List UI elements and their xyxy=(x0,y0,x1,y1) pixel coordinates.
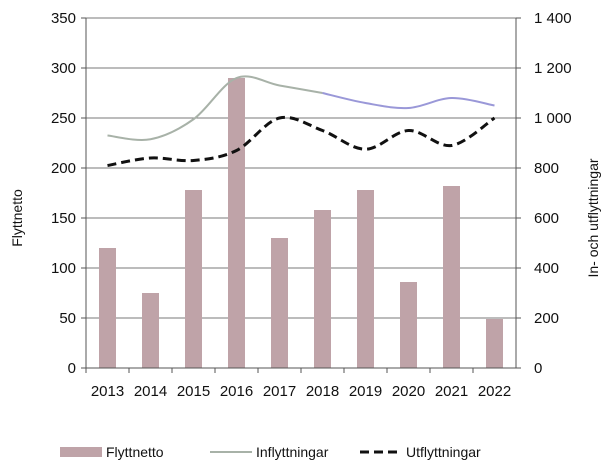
bar xyxy=(271,238,288,368)
y-tick-label: 50 xyxy=(59,310,76,327)
left-axis-ticks: 0 50 100 150 200 250 300 350 xyxy=(51,10,76,377)
bar-series-flyttnetto xyxy=(99,78,503,368)
x-tick-label: 2014 xyxy=(134,383,167,400)
gridlines xyxy=(86,17,516,319)
bar xyxy=(99,248,116,368)
bar xyxy=(400,282,417,368)
y-tick-label: 300 xyxy=(51,60,76,77)
line-utflyttningar xyxy=(107,115,496,167)
bar xyxy=(357,190,374,368)
x-axis-ticks: 2013 2014 2015 2016 2017 2018 2019 2020 2021 2022 xyxy=(91,383,511,400)
y2-tick-label: 800 xyxy=(534,160,559,177)
y-tick-label: 0 xyxy=(68,360,76,377)
x-tick-label: 2021 xyxy=(435,383,468,400)
y2-tick-label: 600 xyxy=(534,210,559,227)
legend-label-utflyttningar: Utflyttningar xyxy=(406,444,481,460)
y2-tick-label: 1 200 xyxy=(534,60,572,77)
axes xyxy=(81,17,521,373)
x-tick-label: 2017 xyxy=(263,383,296,400)
y-tick-label: 200 xyxy=(51,160,76,177)
y-axis-title: Flyttnetto xyxy=(9,189,25,247)
legend-label-inflyttningar: Inflyttningar xyxy=(256,444,329,460)
y2-axis-title: In- och utflyttningar xyxy=(585,158,601,277)
legend-swatch-flyttnetto xyxy=(60,447,102,457)
bar xyxy=(486,319,503,368)
bar xyxy=(142,293,159,368)
x-tick-label: 2015 xyxy=(177,383,210,400)
y-tick-label: 100 xyxy=(51,260,76,277)
y2-tick-label: 0 xyxy=(534,360,542,377)
y2-tick-label: 200 xyxy=(534,310,559,327)
bar xyxy=(314,210,331,368)
x-tick-label: 2018 xyxy=(306,383,339,400)
line-inflyttningar-segment xyxy=(322,92,495,110)
right-axis-ticks: 0 200 400 600 800 1 000 1 200 1 400 xyxy=(534,10,572,377)
line-series xyxy=(107,75,496,167)
x-tick-label: 2019 xyxy=(349,383,382,400)
y-tick-label: 150 xyxy=(51,210,76,227)
bar xyxy=(228,78,245,368)
x-tick-label: 2022 xyxy=(478,383,511,400)
x-tick-label: 2020 xyxy=(392,383,425,400)
x-tick-label: 2016 xyxy=(220,383,253,400)
y2-tick-label: 1 000 xyxy=(534,110,572,127)
bar xyxy=(185,190,202,368)
x-tick-label: 2013 xyxy=(91,383,124,400)
y2-tick-label: 400 xyxy=(534,260,559,277)
line-inflyttningar xyxy=(107,75,323,141)
bar xyxy=(443,186,460,368)
y2-tick-label: 1 400 xyxy=(534,10,572,27)
legend-label-flyttnetto: Flyttnetto xyxy=(106,444,164,460)
y-tick-label: 350 xyxy=(51,10,76,27)
legend: Flyttnetto Inflyttningar Utflyttningar xyxy=(60,444,481,460)
y-tick-label: 250 xyxy=(51,110,76,127)
